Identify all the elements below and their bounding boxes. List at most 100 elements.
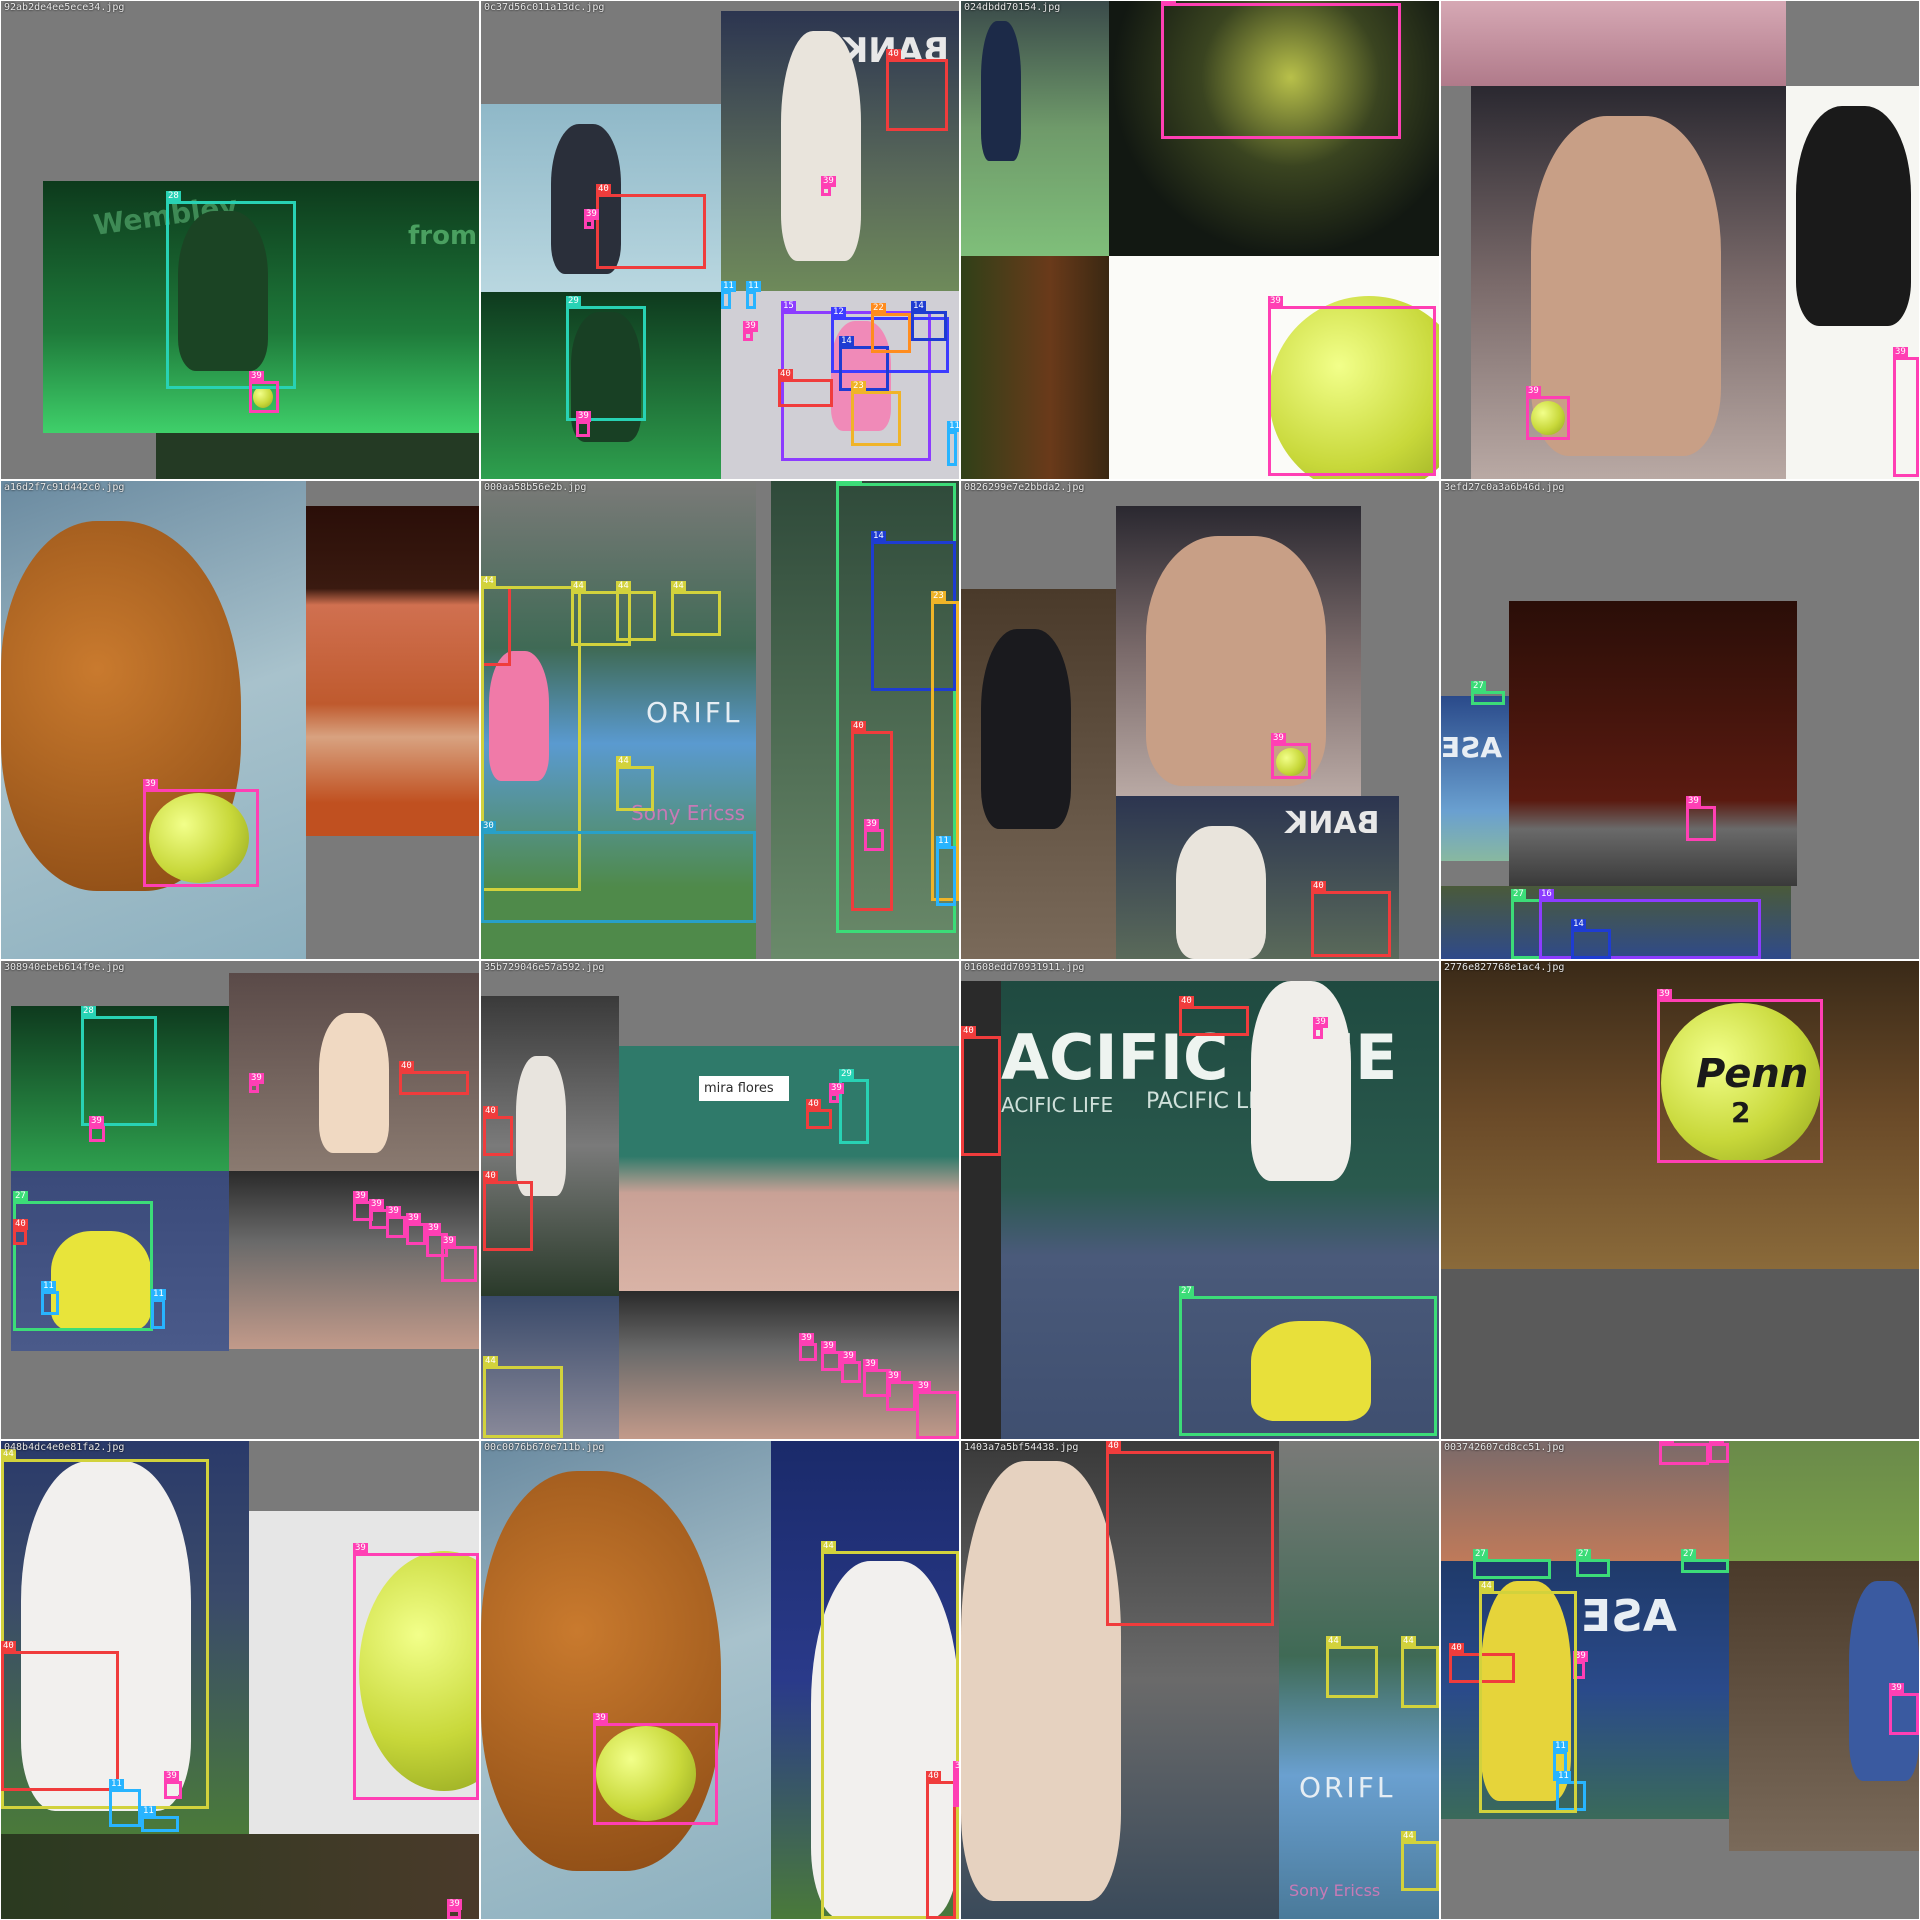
bounding-box-class-39: 39	[1313, 1017, 1328, 1039]
class-id-label: 11	[936, 836, 951, 847]
class-id-label: 40	[886, 49, 901, 60]
bounding-box-class-39: 39	[1893, 347, 1919, 477]
mosaic-tile: 35b729046e57a592.jpg mira flores 40 40 4…	[481, 961, 959, 1439]
mosaic-tile: 1403a7a5bf54438.jpg ORIFL Sony Ericss 40…	[961, 1441, 1439, 1919]
bounding-box-class-12: 12	[831, 307, 949, 373]
tile-filename: 308940ebeb614f9e.jpg	[4, 962, 125, 973]
tennis-ball	[1269, 296, 1439, 479]
class-id-label: 44	[1401, 1636, 1416, 1647]
tennis-ball	[596, 1726, 696, 1821]
image-people-net	[481, 996, 619, 1296]
bounding-box-class-39: 39	[143, 779, 259, 887]
person-silhouette	[516, 1056, 566, 1196]
class-id-label: 39	[743, 321, 758, 332]
image-clay-court	[306, 506, 479, 836]
bounding-box-class-39: 39	[1271, 733, 1311, 779]
image-pacific-life: ACIFIC LIFE ACIFIC LIFE PACIFIC LI	[961, 981, 1439, 1439]
class-id-label: 39	[1573, 1651, 1588, 1662]
class-id-label: 29	[839, 1069, 854, 1080]
player-silhouette	[178, 211, 268, 371]
mosaic-tile: 92ab2de4ee5ece34.jpg Wembley from 28 39	[1, 1, 479, 479]
bounding-box-class-11: 11	[151, 1289, 166, 1329]
bounding-box-class-40: 40	[926, 1771, 956, 1919]
mosaic-tile: 308940ebeb614f9e.jpg 28 39 39 40 27 40 1…	[1, 961, 479, 1439]
bounding-box-class-40: 40	[1106, 1441, 1274, 1626]
image-player-closeup	[771, 481, 959, 959]
bounding-box-class-40: 40	[961, 1026, 1001, 1156]
image-court-blue: ASE	[1441, 696, 1509, 861]
bounding-box-class-39: 39	[841, 1351, 861, 1383]
class-id-label: 40	[1106, 1441, 1121, 1452]
bounding-box-class-29: 29	[839, 1069, 869, 1144]
class-id-label: 11	[746, 281, 761, 292]
class-id-label: 12	[831, 307, 846, 318]
class-id-label: 44	[1479, 1581, 1494, 1592]
class-id-label: 11	[109, 1779, 124, 1790]
class-id-label: 39	[406, 1213, 421, 1224]
class-id-label: 40	[1179, 996, 1194, 1007]
class-id-label: 27	[13, 1191, 28, 1202]
bounding-box-class-44: 44	[481, 576, 581, 891]
banner-text: Sony Ericss	[1289, 1881, 1381, 1900]
tile-filename: 1403a7a5bf54438.jpg	[964, 1442, 1079, 1453]
class-id-label: 39	[593, 1713, 608, 1724]
class-id-label: 28	[81, 1006, 96, 1017]
class-id-label: 39	[1709, 1441, 1724, 1444]
class-id-label: 40	[399, 1061, 414, 1072]
class-id-label: 40	[926, 1771, 941, 1782]
bounding-box-class-27: 27	[1681, 1549, 1729, 1573]
tile-filename: 00c0076b670e711b.jpg	[484, 1442, 605, 1453]
player-silhouette	[1251, 981, 1351, 1181]
image-player-fence	[481, 104, 721, 292]
class-id-label: 11	[141, 1806, 156, 1817]
bounding-box-class-39: 39	[1686, 796, 1716, 841]
bounding-box-class-11: 11	[109, 1779, 141, 1827]
tile-filename: 2776e827768e1ac4.jpg	[1444, 962, 1565, 973]
bounding-box-class-30: 30	[481, 821, 756, 923]
bounding-box-class-11: 11	[141, 1806, 179, 1832]
class-id-label: 23	[931, 591, 946, 602]
class-id-label: 39	[353, 1191, 368, 1202]
image-clay-strip	[1441, 1441, 1729, 1561]
bounding-box-class-39: 39	[1526, 386, 1570, 440]
bounding-box-class-40: 40	[13, 1219, 28, 1245]
tile-filename: 0c37d56c011a13dc.jpg	[484, 2, 605, 13]
bounding-box-class-39: 39	[1161, 1, 1401, 139]
banner-text: ACIFIC LIFE	[1001, 1093, 1114, 1117]
bounding-box-class-39: 39	[249, 371, 279, 413]
class-id-label: 39	[1271, 733, 1286, 744]
bounding-box-class-28: 28	[166, 191, 296, 389]
player-silhouette	[1176, 826, 1266, 959]
tile-filename: 000aa58b56e2b.jpg	[484, 482, 587, 493]
player-silhouette	[781, 31, 861, 261]
bounding-box-class-27: 27	[13, 1191, 153, 1331]
bounding-box-class-28: 28	[81, 1006, 157, 1126]
image-balls-dark	[1109, 1, 1439, 256]
bounding-box-class-44: 44	[616, 756, 654, 811]
bounding-box-class-39: 39	[1268, 296, 1436, 476]
class-id-label: 11	[947, 421, 959, 432]
banner-text: mira flores	[699, 1076, 789, 1101]
bounding-box-class-39: 39	[829, 1083, 844, 1103]
ball-brand-text: Penn	[1696, 1051, 1809, 1097]
class-id-label: 27	[1511, 889, 1526, 900]
bounding-box-class-40: 40	[851, 721, 893, 911]
class-id-label: 39	[249, 1073, 264, 1084]
bounding-box-class-14: 14	[871, 531, 956, 691]
bounding-box-class-40: 40	[1, 1641, 119, 1791]
mosaic-tile: 0c37d56c011a13dc.jpg BANK 40 39 40 39 29…	[481, 1, 959, 479]
bounding-box-class-39: 39	[447, 1899, 462, 1919]
class-id-label: 39	[1313, 1017, 1328, 1028]
class-id-label: 39	[576, 411, 591, 422]
tile-filename: 003742607cd8cc51.jpg	[1444, 1442, 1565, 1453]
mosaic-tile: 003742607cd8cc51.jpg ASE 39 39 27 27 27 …	[1441, 1441, 1919, 1919]
bounding-box-class-40: 40	[483, 1171, 533, 1251]
class-id-label: 14	[871, 531, 886, 542]
class-id-label: 39	[821, 176, 836, 187]
image-stadium-crowd: ORIFL Sony Ericss	[481, 481, 756, 959]
class-id-label: 28	[166, 191, 181, 202]
class-id-label: 40	[13, 1219, 28, 1230]
player-silhouette	[1531, 116, 1721, 456]
mosaic-tile: 024dbdd70154.jpg 39 39	[961, 1, 1439, 479]
class-id-label: 40	[596, 184, 611, 195]
